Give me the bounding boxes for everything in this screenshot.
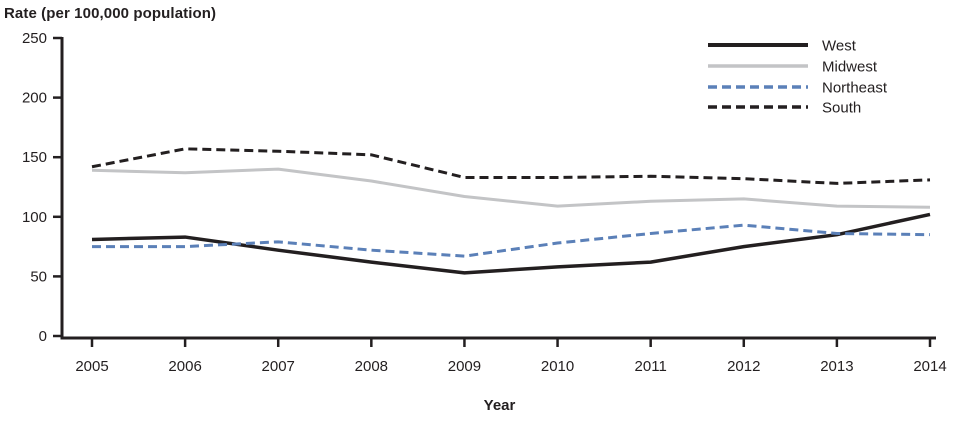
- y-tick-label: 100: [22, 209, 47, 226]
- legend-label-west: West: [822, 38, 857, 55]
- x-tick-label: 2005: [75, 358, 108, 375]
- series-line-west: [91, 212, 931, 275]
- x-tick-label: 2014: [913, 358, 946, 375]
- y-tick-label: 250: [22, 30, 47, 47]
- x-tick-label: 2011: [635, 358, 667, 375]
- y-tick-label: 150: [22, 149, 47, 166]
- x-tick-label: 2012: [727, 358, 760, 375]
- series-line-south: [91, 147, 931, 185]
- x-tick-label: 2007: [262, 358, 295, 375]
- y-tick-label: 50: [30, 268, 47, 285]
- x-tick-label: 2006: [168, 358, 201, 375]
- legend-label-northeast: Northeast: [822, 80, 888, 97]
- x-tick-label: 2009: [448, 358, 481, 375]
- series-line-midwest: [91, 167, 931, 209]
- x-tick-label: 2013: [820, 358, 853, 375]
- x-tick-label: 2010: [541, 358, 574, 375]
- legend-label-midwest: Midwest: [822, 59, 878, 76]
- chart-title: Rate (per 100,000 population): [4, 5, 217, 22]
- x-axis-title: Year: [483, 397, 516, 414]
- y-tick-label: 0: [39, 328, 47, 345]
- y-tick-label: 200: [22, 90, 47, 107]
- legend-label-south: South: [822, 100, 861, 117]
- series-line-northeast: [92, 223, 931, 258]
- x-tick-label: 2008: [355, 358, 388, 375]
